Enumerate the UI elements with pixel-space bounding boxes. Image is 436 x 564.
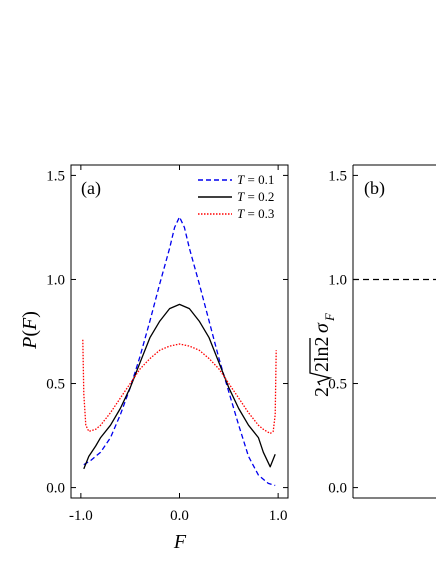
panel-a-y-axis-title-open: ( <box>19 330 41 337</box>
y-tick-label: 1.0 <box>46 272 65 288</box>
x-tick-label: 1.0 <box>269 508 288 524</box>
panel-b-y-axis-title-two: 2 <box>311 387 333 397</box>
panel-a: 0.00.51.01.5 -1.0 0.0 1.0 (a) F P(F) T = 0… <box>19 164 289 553</box>
panel-a-legend: T = 0.1T = 0.2T = 0.3 <box>198 172 274 221</box>
legend-value: = 0.2 <box>244 189 274 204</box>
panel-b-sqrt-sign <box>309 338 333 386</box>
y-tick-label: 0.0 <box>328 481 347 497</box>
series-line-1 <box>83 216 276 487</box>
panel-a-y-ticks: 0.0 0.5 1.0 1.5 <box>46 168 288 497</box>
y-tick-label: 0.5 <box>328 377 347 393</box>
panel-b-y-axis-title-sigma: σ <box>311 322 333 333</box>
panel-b: 0.00.51.01.5 0.0 (b) 2 2ln2 σ F <box>309 164 436 499</box>
legend-variable: T <box>237 172 245 187</box>
panel-a-label: (a) <box>81 178 101 199</box>
x-tick-label: 0.0 <box>170 508 189 524</box>
panel-a-y-axis-title-f: F <box>19 317 41 331</box>
legend-label: T = 0.3 <box>237 206 274 221</box>
legend-label: T = 0.1 <box>237 172 274 187</box>
panel-b-series <box>353 278 436 281</box>
panel-a-x-ticks: -1.0 0.0 1.0 <box>69 165 288 524</box>
legend-value: = 0.1 <box>244 172 274 187</box>
panel-b-y-axis-title-root: 2ln2 <box>311 336 333 372</box>
panel-a-series <box>82 216 277 487</box>
panel-a-x-axis-title: F <box>173 531 187 553</box>
legend-variable: T <box>237 189 245 204</box>
panel-b-y-axis-title-sub: F <box>322 312 337 322</box>
legend-label: T = 0.2 <box>237 189 274 204</box>
legend-variable: T <box>237 206 245 221</box>
x-tick-label: -1.0 <box>69 508 93 524</box>
y-tick-label: 1.5 <box>46 168 65 184</box>
panel-a-y-axis-title-close: ) <box>19 311 41 318</box>
series-line-3 <box>82 339 277 435</box>
panel-a-y-axis-title-p: P <box>19 337 41 350</box>
y-tick-label: 0.5 <box>46 377 65 393</box>
panel-a-y-axis-title: P(F) <box>19 311 41 350</box>
y-tick-label: 1.0 <box>328 272 347 288</box>
panel-b-label: (b) <box>364 178 385 199</box>
y-tick-label: 1.5 <box>328 168 347 184</box>
y-tick-label: 0.0 <box>46 481 65 497</box>
panel-b-y-axis-title: 2 2ln2 σ F <box>309 312 337 397</box>
series-line-2 <box>83 303 276 470</box>
legend-value: = 0.3 <box>244 206 274 221</box>
